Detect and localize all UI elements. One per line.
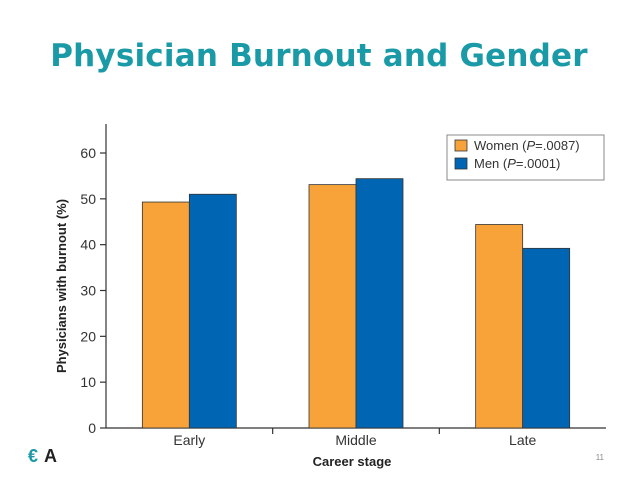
legend-swatch	[454, 157, 468, 170]
bars	[141, 178, 571, 429]
bar-late-men	[522, 247, 571, 429]
y-tick-label: 20	[80, 328, 96, 344]
legend-box	[446, 134, 605, 181]
x-tick-label: Middle	[335, 432, 376, 448]
legend: Women (P=.0087) Men (P=.0001)	[446, 134, 605, 181]
page-number: 11	[595, 453, 604, 462]
y-tick-label: 40	[80, 237, 96, 253]
logo-glyph: €	[28, 446, 39, 466]
y-axis: 0 10 20 30 40 50 60	[80, 124, 107, 436]
bar-late-women	[475, 224, 524, 429]
bar-early-women	[141, 201, 190, 429]
y-tick-label: 10	[80, 374, 96, 390]
bar-early-men	[188, 193, 237, 429]
x-axis-label: Career stage	[313, 454, 392, 469]
bar-middle-women	[308, 184, 357, 429]
logo-letter: A	[44, 446, 58, 466]
slide-title: Physician Burnout and Gender	[50, 38, 588, 74]
y-tick-label: 50	[80, 191, 96, 207]
x-tick-label: Early	[173, 432, 205, 448]
legend-label: Men (P=.0001)	[474, 156, 560, 171]
x-axis: Early Middle Late	[106, 427, 606, 448]
y-tick-label: 30	[80, 283, 96, 299]
x-tick-label: Late	[509, 432, 536, 448]
y-axis-label: Physicians with burnout (%)	[54, 199, 69, 373]
legend-swatch	[454, 139, 468, 152]
y-tick-label: 60	[80, 145, 96, 161]
bar-middle-men	[355, 178, 404, 429]
y-tick-label: 0	[88, 420, 96, 436]
legend-label: Women (P=.0087)	[474, 138, 580, 153]
footer-logo: € A	[28, 446, 57, 467]
